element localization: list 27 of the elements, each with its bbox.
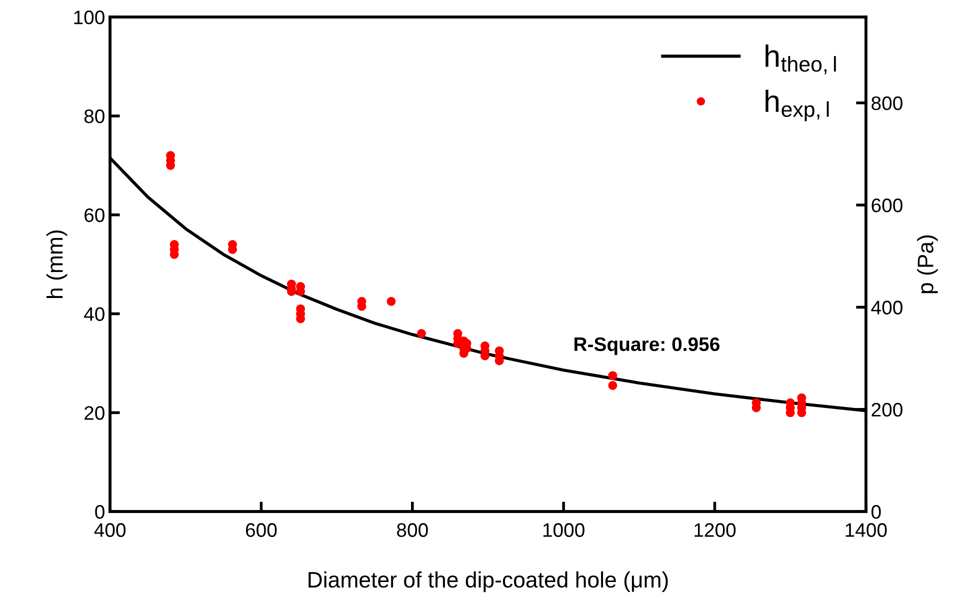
y2-tick-label: 400 xyxy=(871,300,902,314)
y-tick-label: 40 xyxy=(84,307,104,321)
x-tick-label: 1200 xyxy=(694,523,736,537)
y2-tick-label: 0 xyxy=(872,505,881,519)
point xyxy=(608,380,618,390)
x-tick-label: 600 xyxy=(246,523,277,537)
x-tick-label: 1000 xyxy=(543,523,584,537)
y-tick-label: 80 xyxy=(84,109,104,124)
annotation: R-Square: 0.956 xyxy=(574,337,720,355)
y2-axis-title: p (Pa) xyxy=(917,235,938,294)
legend-label: h$_{theo,l}$ xyxy=(766,44,836,74)
y-tick-label: 100 xyxy=(74,10,104,24)
x-tick-label: 800 xyxy=(397,523,428,537)
y-tick-label: 20 xyxy=(84,406,104,420)
y-axis-title: h (mm) xyxy=(46,230,68,298)
y2-tick-label: 200 xyxy=(872,402,902,417)
y2-tick-label: 800 xyxy=(872,96,902,110)
x-axis-title: Diameter of the dip-coated hole (μm) xyxy=(308,571,668,592)
point xyxy=(608,371,618,380)
x-tick-label: 1400 xyxy=(846,523,887,537)
y-tick-label: 0 xyxy=(95,505,104,519)
y2-tick-label: 600 xyxy=(872,198,902,212)
y-tick-label: 60 xyxy=(84,208,104,222)
legend-label: h$_{exp,l}$ xyxy=(766,90,829,122)
point xyxy=(416,329,426,338)
x-tick-label: 400 xyxy=(94,523,126,537)
point xyxy=(386,296,396,306)
